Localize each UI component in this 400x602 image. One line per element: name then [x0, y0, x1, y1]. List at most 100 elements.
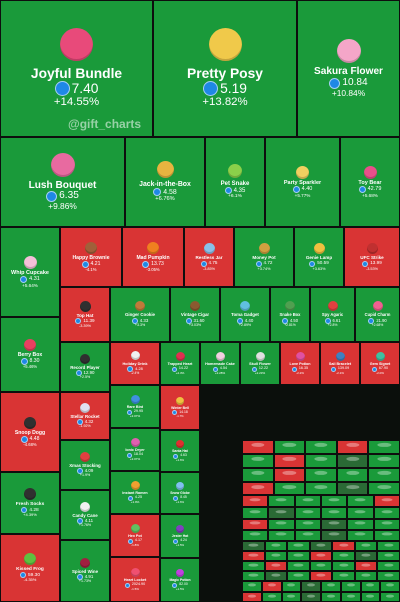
- small-tile[interactable]: [368, 454, 400, 468]
- tile-trapped-heart[interactable]: Trapped Heart 14.22 +2.3%: [160, 342, 200, 385]
- tile-sakura-flower[interactable]: Sakura Flower 10.84 +10.84%: [297, 0, 400, 137]
- tile-love-potion[interactable]: Love Potion 16.35 -2.2%: [280, 342, 320, 385]
- tile-mad-pumpkin[interactable]: Mad Pumpkin 13.73 -3.05%: [122, 227, 184, 287]
- tile-homemade-cake[interactable]: Homemade Cake 4.54 +2.28%: [200, 342, 240, 385]
- tile-happy-brownie[interactable]: Happy Brownie 4.21 -4.1%: [60, 227, 122, 287]
- small-tile[interactable]: [294, 519, 321, 530]
- small-tile[interactable]: [321, 519, 348, 530]
- tile-genie-lamp[interactable]: Genie Lamp 50.59 +3.63%: [294, 227, 344, 287]
- small-tile[interactable]: [273, 482, 306, 495]
- small-tile[interactable]: [264, 571, 288, 581]
- small-tile[interactable]: [273, 454, 306, 468]
- small-tile[interactable]: [368, 468, 400, 482]
- small-tile[interactable]: [301, 592, 321, 602]
- tile-ufc-strike[interactable]: UFC Strike 13.99 -3.53%: [344, 227, 400, 287]
- small-tile[interactable]: [336, 440, 369, 454]
- small-tile[interactable]: [380, 581, 400, 592]
- tile-skull-flower[interactable]: Skull Flower 12.22 +2.23%: [240, 342, 280, 385]
- small-tile[interactable]: [373, 519, 400, 530]
- small-tile[interactable]: [242, 482, 274, 495]
- tile-jack-in-the-box[interactable]: Jack-in-the-Box 4.58 +6.76%: [125, 137, 205, 227]
- small-tile[interactable]: [332, 571, 355, 581]
- small-tile[interactable]: [268, 519, 295, 530]
- small-tile[interactable]: [332, 551, 355, 561]
- tile-jester-hat[interactable]: Jester Hat 4.24 +1.5%: [160, 514, 200, 558]
- small-tile[interactable]: [373, 507, 400, 519]
- tile-party-sparkler[interactable]: Party Sparkler 4.40 +5.77%: [265, 137, 340, 227]
- small-tile[interactable]: [305, 454, 337, 468]
- small-tile[interactable]: [354, 571, 378, 581]
- tile-hex-pot[interactable]: Hex Pot 4.17 -1.8%: [110, 514, 160, 557]
- small-tile[interactable]: [264, 561, 288, 571]
- tile-pet-snake[interactable]: Pet Snake 4.35 +6.1%: [205, 137, 265, 227]
- small-tile[interactable]: [347, 530, 374, 541]
- small-tile[interactable]: [281, 592, 302, 602]
- tile-ginger-cookie[interactable]: Ginger Cookie 4.33 +3.3%: [110, 287, 170, 342]
- tile-kissed-frog[interactable]: Kissed Frog 59.30 -4.35%: [0, 534, 60, 602]
- small-tile[interactable]: [294, 495, 321, 507]
- small-tile[interactable]: [347, 507, 374, 519]
- small-tile[interactable]: [373, 530, 400, 541]
- small-tile[interactable]: [332, 541, 355, 551]
- small-tile[interactable]: [287, 561, 310, 571]
- small-tile[interactable]: [273, 468, 306, 482]
- small-tile[interactable]: [242, 561, 265, 571]
- small-tile[interactable]: [305, 440, 337, 454]
- small-tile[interactable]: [336, 468, 369, 482]
- tile-gem-signet[interactable]: Gem Signet 67.90 -2.0%: [360, 342, 400, 385]
- tile-candy-cane[interactable]: Candy Cane 4.11 +1.76%: [60, 490, 110, 540]
- small-tile[interactable]: [264, 551, 288, 561]
- small-tile[interactable]: [368, 482, 400, 495]
- small-tile[interactable]: [377, 551, 400, 561]
- small-tile[interactable]: [242, 468, 274, 482]
- small-tile[interactable]: [242, 571, 265, 581]
- tile-cupid-charm[interactable]: Cupid Charm 21.90 +2.68%: [355, 287, 400, 342]
- small-tile[interactable]: [242, 440, 274, 454]
- small-tile[interactable]: [373, 495, 400, 507]
- small-tile[interactable]: [360, 581, 381, 592]
- small-tile[interactable]: [309, 561, 333, 571]
- small-tile[interactable]: [354, 541, 378, 551]
- small-tile[interactable]: [340, 592, 361, 602]
- small-tile[interactable]: [354, 551, 378, 561]
- tile-toy-bear[interactable]: Toy Bear 42.79 +5.68%: [340, 137, 400, 227]
- small-tile[interactable]: [309, 541, 333, 551]
- small-tile[interactable]: [377, 571, 400, 581]
- small-tile[interactable]: [354, 561, 378, 571]
- small-tile[interactable]: [332, 561, 355, 571]
- small-tile[interactable]: [242, 507, 269, 519]
- tile-spiced-wine[interactable]: Spiced Wine 4.91 +1.73%: [60, 540, 110, 602]
- small-tile[interactable]: [287, 541, 310, 551]
- tile-ionic-dryer[interactable]: Ionic Dryer 18.04 +2.07%: [110, 428, 160, 471]
- small-tile[interactable]: [321, 495, 348, 507]
- small-tile[interactable]: [242, 551, 265, 561]
- tile-restless-jar[interactable]: Restless Jar 4.75 -3.85%: [184, 227, 234, 287]
- small-tile[interactable]: [309, 551, 333, 561]
- small-tile[interactable]: [321, 592, 341, 602]
- small-tile[interactable]: [287, 551, 310, 561]
- small-tile[interactable]: [377, 541, 400, 551]
- tile-fresh-socks[interactable]: Fresh Socks 4.28 +4.39%: [0, 472, 60, 534]
- tile-pretty-posy[interactable]: Pretty Posy 5.19 +13.82%: [153, 0, 297, 137]
- small-tile[interactable]: [242, 581, 262, 592]
- tile-snoop-dogg[interactable]: Snoop Dogg 4.48 -4.68%: [0, 392, 60, 472]
- tile-toma-gadget[interactable]: Toma Gadget 4.40 +2.89%: [220, 287, 270, 342]
- small-tile[interactable]: [294, 530, 321, 541]
- small-tile[interactable]: [242, 592, 262, 602]
- small-tile[interactable]: [305, 468, 337, 482]
- tile-instant-ramen[interactable]: Instant Ramen 4.25 +1.9%: [110, 471, 160, 514]
- small-tile[interactable]: [336, 482, 369, 495]
- tile-money-pot[interactable]: Money Pot 4.72 +3.74%: [234, 227, 294, 287]
- small-tile[interactable]: [360, 592, 381, 602]
- tile-holiday-drink[interactable]: Holiday Drink 4.28 -2.4%: [110, 342, 160, 385]
- tile-stellar-rocket[interactable]: Stellar Rocket 4.32 -1.92%: [60, 392, 110, 440]
- tile-joyful-bundle[interactable]: Joyful Bundle 7.40 +14.55%: [0, 0, 153, 137]
- tile-berry-box[interactable]: Berry Box 8.30 +5.46%: [0, 317, 60, 392]
- small-tile[interactable]: [242, 495, 269, 507]
- small-tile[interactable]: [268, 495, 295, 507]
- small-tile[interactable]: [340, 581, 361, 592]
- tile-lush-bouquet[interactable]: Lush Bouquet 6.35 +9.86%: [0, 137, 125, 227]
- small-tile[interactable]: [242, 541, 265, 551]
- small-tile[interactable]: [309, 571, 333, 581]
- tile-xmas-stocking[interactable]: Xmas Stocking 4.09 +1.9%: [60, 440, 110, 490]
